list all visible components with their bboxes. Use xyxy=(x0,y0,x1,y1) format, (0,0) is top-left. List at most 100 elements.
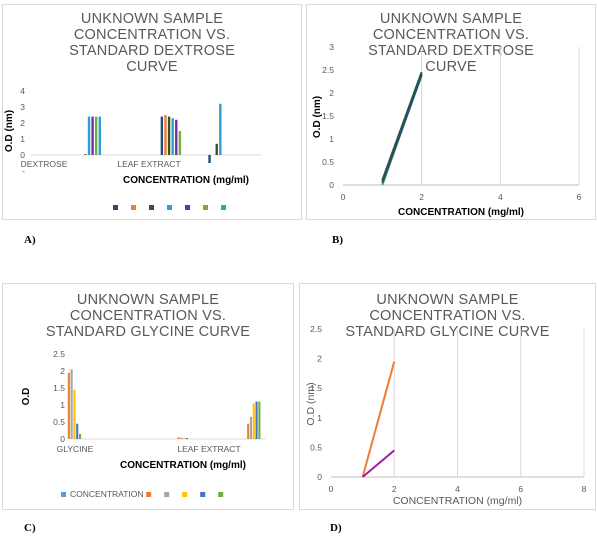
y-tick-label: 2 xyxy=(20,118,25,128)
bar xyxy=(219,103,222,155)
y-tick-label: 0 xyxy=(317,472,322,482)
y-axis-title: O.D (nm) xyxy=(312,96,323,138)
legend-swatch xyxy=(146,492,152,497)
bar xyxy=(252,403,255,439)
y-tick-label: 0 xyxy=(329,180,334,190)
y-tick-label: 3 xyxy=(329,42,334,52)
x-tick-label: 4 xyxy=(455,484,460,494)
category-label: LEAF EXTRACT xyxy=(117,159,180,169)
x-axis-title: CONCENTRATION (mg/ml) xyxy=(120,460,246,471)
bar xyxy=(70,369,73,439)
category-label: DEXTROSE xyxy=(21,159,68,169)
bar xyxy=(167,116,171,155)
legend-swatch xyxy=(149,205,154,210)
legend-swatch xyxy=(182,492,188,497)
x-tick-label: 6 xyxy=(577,192,582,202)
x-tick-label: 2 xyxy=(419,192,424,202)
bar xyxy=(247,423,250,439)
y-tick-label: 1.5 xyxy=(53,383,65,393)
bar xyxy=(185,437,188,439)
series-line xyxy=(361,361,396,478)
legend-swatch xyxy=(167,205,172,210)
y-tick-label: 1 xyxy=(317,413,322,423)
panel-label-a: A) xyxy=(24,234,36,246)
y-tick-label: 2 xyxy=(60,366,65,376)
y-tick-label: 4 xyxy=(20,86,25,96)
y-tick-label: 3 xyxy=(20,102,25,112)
y-tick-label: 1 xyxy=(60,400,65,410)
panel-c: UNKNOWN SAMPLE CONCENTRATION VS. STANDAR… xyxy=(2,283,294,510)
y-tick-label: 2.5 xyxy=(322,65,334,75)
legend-swatch xyxy=(221,205,226,210)
y-tick-label: 2 xyxy=(329,88,334,98)
y-tick-label: 1.5 xyxy=(322,111,334,121)
y-tick-label: - xyxy=(22,166,25,176)
bar xyxy=(91,116,94,155)
y-axis-title: O.D (nm) xyxy=(4,110,15,152)
y-tick-label: 1 xyxy=(20,134,25,144)
y-axis-title: O.D (nm) xyxy=(305,382,317,425)
legend-swatch xyxy=(113,205,118,210)
bar xyxy=(160,116,164,155)
y-tick-label: 1.5 xyxy=(310,383,322,393)
chart-c: 0 0.5 1 1.5 2 2.5 GLYCINE LEAF EXTRACT CONCENTRA… xyxy=(21,349,265,499)
y-tick-label: 0.5 xyxy=(310,442,322,452)
y-tick-label: 2.5 xyxy=(310,324,322,334)
y-tick-label: 0.5 xyxy=(53,417,65,427)
y-tick-label: 2 xyxy=(317,354,322,364)
chart-title: UNKNOWN SAMPLE CONCENTRATION VS. STANDAR… xyxy=(345,292,550,340)
chart-a: 4 3 2 1 0 -DEXTROSE LEAF EXTRACT CONCENTRATION … xyxy=(4,86,261,210)
chart-b: 0 2 4 6 0 0.5 1 1.5 2 2.5 3 CONCENTRATION (mg/ml) O.… xyxy=(312,42,582,218)
bar xyxy=(215,143,218,155)
panel-label-b: B) xyxy=(332,234,343,246)
bar xyxy=(183,437,186,439)
x-axis-title: CONCENTRATION (mg/ml) xyxy=(123,175,249,186)
bar xyxy=(258,401,261,439)
series-line xyxy=(361,449,395,478)
bar xyxy=(98,116,101,155)
bar xyxy=(171,118,174,155)
chart-title: UNKNOWN SAMPLE CONCENTRATION VS. STANDAR… xyxy=(45,292,251,340)
x-axis-title: CONCENTRATION (mg/ml) xyxy=(393,495,522,507)
legend-swatch xyxy=(61,492,66,497)
legend-swatch xyxy=(164,492,170,497)
y-axis-title: O.D xyxy=(21,388,32,406)
bar xyxy=(79,433,82,439)
bar xyxy=(164,115,167,155)
y-tick-label: 0.5 xyxy=(322,157,334,167)
panel-d: UNKNOWN SAMPLE CONCENTRATION VS. STANDAR… xyxy=(299,283,596,510)
x-tick-label: 0 xyxy=(329,484,334,494)
x-tick-label: 4 xyxy=(498,192,503,202)
y-tick-label: 0 xyxy=(60,434,65,444)
bar xyxy=(255,401,258,439)
chart-title: UNKNOWN SAMPLE CONCENTRATION VS. STANDAR… xyxy=(69,11,235,75)
bar xyxy=(175,119,178,155)
category-label: LEAF EXTRACT xyxy=(177,444,240,454)
y-tick-label: 1 xyxy=(329,134,334,144)
chart-d: 0 2 4 6 8 0 0.5 1 1.5 2 2.5 CONCENTRATION (mg/ml) O.… xyxy=(305,324,587,507)
panel-label-d: D) xyxy=(330,522,342,534)
x-tick-label: 6 xyxy=(518,484,523,494)
series-line xyxy=(381,74,423,184)
legend-swatch xyxy=(218,492,224,497)
legend-label: CONCENTRATION xyxy=(70,489,144,499)
bar xyxy=(67,372,70,439)
bar xyxy=(95,116,98,155)
category-label: GLYCINE xyxy=(57,444,94,454)
bar xyxy=(249,416,253,439)
x-tick-label: 0 xyxy=(341,192,346,202)
y-tick-label: 0 xyxy=(20,150,25,160)
bar xyxy=(76,423,79,439)
bar xyxy=(208,155,211,163)
chart-title: UNKNOWN SAMPLE CONCENTRATION VS. STANDAR… xyxy=(368,11,534,75)
bar xyxy=(180,437,183,439)
bar xyxy=(177,437,180,439)
bar xyxy=(73,389,76,439)
panel-label-c: C) xyxy=(24,522,36,534)
y-tick-label: 2.5 xyxy=(53,349,65,359)
legend-swatch xyxy=(131,205,136,210)
bar xyxy=(87,116,91,155)
legend-swatch xyxy=(203,205,208,210)
legend-swatch xyxy=(185,205,190,210)
x-axis-title: CONCENTRATION (mg/ml) xyxy=(398,207,524,218)
